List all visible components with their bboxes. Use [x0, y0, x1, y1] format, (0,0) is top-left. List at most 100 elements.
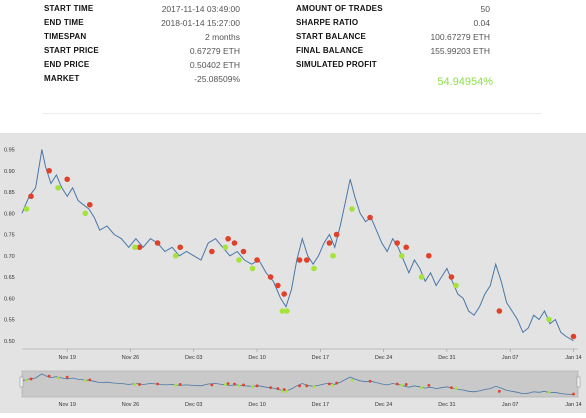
simulated-profit-value: 54.94954% [437, 76, 493, 88]
buy-marker [284, 308, 290, 314]
final-balance-label: FINAL BALANCE [296, 46, 364, 55]
x-tick-label: Jan 14 [565, 355, 582, 361]
navigator-sell-marker [298, 384, 301, 388]
sell-marker [296, 257, 303, 263]
sell-marker [46, 167, 52, 174]
navigator-sell-marker [404, 383, 408, 386]
sell-marker [426, 252, 432, 259]
buy-marker [398, 252, 405, 259]
sell-marker [225, 235, 231, 242]
start-balance-label: START BALANCE [296, 32, 367, 41]
navigator-x-tick-label: Jan 07 [502, 402, 519, 408]
sell-marker [267, 274, 274, 280]
sell-marker [177, 244, 184, 251]
sell-marker [28, 193, 34, 200]
navigator-x-tick-label: Dec 10 [248, 402, 265, 408]
y-tick-label: 0.85 [4, 190, 15, 196]
sell-marker [87, 201, 93, 208]
buy-marker [330, 252, 336, 259]
market-label: MARKET [44, 74, 80, 83]
navigator-sell-marker [335, 381, 339, 385]
navigator-x-tick-label: Dec 31 [438, 402, 455, 408]
end-price-label: END PRICE [44, 60, 90, 69]
navigator-x-tick-label: Dec 03 [185, 402, 202, 408]
navigator-buy-marker [285, 389, 289, 393]
simulated-profit-label: SIMULATED PROFIT [296, 60, 377, 69]
timespan-value: 2 months [205, 32, 240, 42]
sharpe-ratio-label: SHARPE RATIO [296, 18, 359, 27]
navigator-sell-marker [305, 384, 309, 388]
navigator-sell-marker [47, 374, 51, 378]
navigator-buy-marker [174, 383, 178, 387]
navigator-sell-marker [450, 386, 453, 390]
navigator-buy-marker [547, 390, 551, 394]
sell-marker [281, 291, 287, 297]
navigator-sell-marker [427, 383, 431, 387]
buy-marker [236, 257, 242, 263]
navigator-sell-marker [282, 388, 286, 391]
navigator-sell-marker [65, 375, 69, 379]
y-tick-label: 0.95 [4, 148, 15, 154]
range-navigator[interactable] [21, 370, 579, 398]
sell-marker [333, 231, 340, 238]
buy-marker [546, 316, 552, 323]
end-price-value: 0.50402 ETH [189, 60, 240, 70]
buy-marker [82, 210, 89, 217]
buy-marker [418, 274, 425, 280]
end-time-value: 2018-01-14 15:27:00 [161, 18, 240, 28]
navigator-left-handle[interactable] [19, 376, 24, 388]
navigator-sell-marker [242, 383, 245, 387]
price-line [21, 149, 574, 342]
x-tick-label: Nov 19 [58, 355, 75, 361]
navigator-sell-marker [497, 389, 501, 393]
navigator-buy-marker [350, 378, 354, 382]
navigator-sell-marker [178, 383, 182, 386]
timespan-label: TIMESPAN [44, 32, 87, 41]
price-chart-panel: 0.95 0.90 0.85 0.80 0.75 0.70 0.65 0.60 0.55 0.50… [0, 133, 586, 413]
x-tick-label: Dec 17 [312, 355, 329, 361]
y-tick-label: 0.55 [4, 318, 15, 324]
navigator-sell-marker [138, 383, 141, 386]
y-tick-label: 0.75 [4, 233, 15, 239]
navigator-x-tick-label: Dec 24 [375, 402, 392, 408]
divider [42, 113, 542, 114]
sell-marker [240, 248, 247, 255]
start-balance-value: 100.67279 ETH [430, 32, 490, 42]
sell-marker [367, 214, 373, 221]
sell-marker [496, 308, 503, 314]
buy-marker [349, 206, 355, 212]
navigator-buy-marker [312, 385, 316, 389]
sell-marker [326, 240, 333, 246]
y-tick-label: 0.60 [4, 296, 15, 302]
navigator-buy-marker [83, 379, 87, 383]
navigator-sell-marker [276, 387, 280, 390]
price-chart[interactable]: 0.95 0.90 0.85 0.80 0.75 0.70 0.65 0.60 0.55 0.50… [0, 133, 586, 413]
x-tick-label: Dec 24 [375, 355, 392, 361]
sell-marker [448, 274, 455, 280]
sell-marker [64, 176, 71, 183]
start-time-value: 2017-11-14 03:49:00 [161, 4, 240, 14]
navigator-buy-marker [420, 386, 423, 390]
market-value: -25.08509% [194, 74, 240, 84]
buy-marker [279, 308, 286, 314]
navigator-sell-marker [88, 378, 92, 382]
final-balance-value: 155.99203 ETH [430, 46, 490, 56]
x-tick-label: Nov 26 [122, 355, 139, 361]
navigator-right-handle[interactable] [576, 376, 581, 388]
buy-marker [132, 244, 138, 251]
navigator-buy-marker [454, 387, 458, 390]
x-tick-label: Jan 07 [502, 355, 519, 361]
sell-marker [403, 244, 410, 251]
trades-label: AMOUNT OF TRADES [296, 4, 383, 13]
navigator-sell-marker [572, 392, 575, 396]
navigator-buy-marker [251, 385, 254, 389]
start-price-value: 0.67279 ETH [189, 46, 240, 56]
trades-value: 50 [480, 4, 490, 14]
navigator-sell-marker [255, 384, 259, 388]
y-tick-label: 0.50 [4, 339, 15, 345]
buy-marker [55, 184, 61, 191]
navigator-sell-marker [395, 382, 399, 386]
sell-marker [209, 248, 215, 255]
navigator-buy-marker [237, 384, 241, 388]
y-tick-label: 0.80 [4, 211, 15, 217]
